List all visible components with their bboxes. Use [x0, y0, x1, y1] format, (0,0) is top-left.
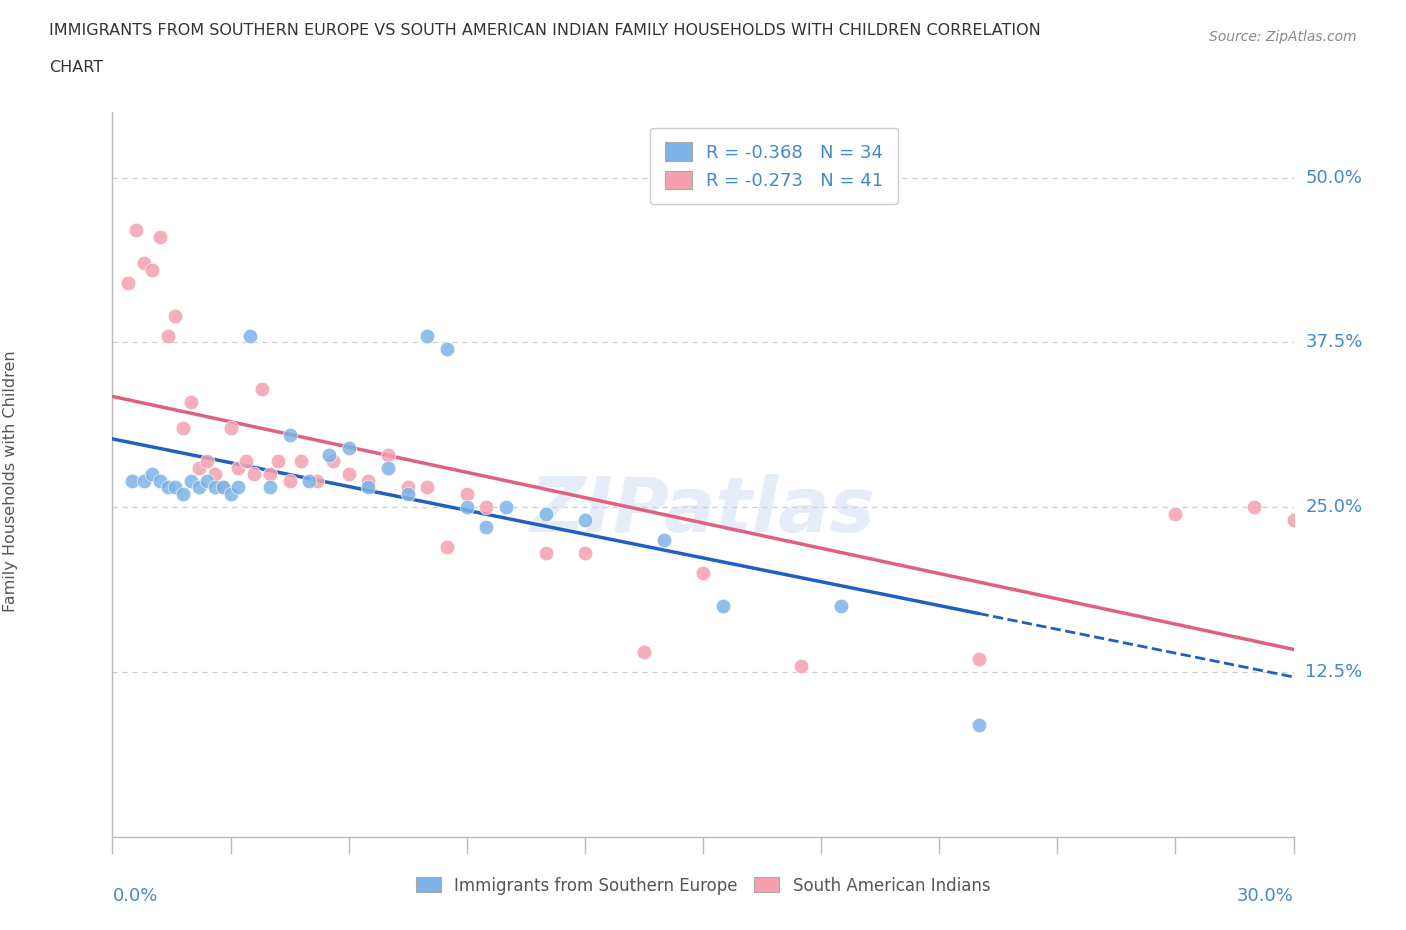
Point	[172, 420, 194, 435]
Point	[574, 546, 596, 561]
Point	[250, 381, 273, 396]
Point	[180, 473, 202, 488]
Point	[1243, 499, 1265, 514]
Text: CHART: CHART	[49, 60, 103, 75]
Point	[495, 499, 517, 514]
Point	[322, 454, 344, 469]
Point	[416, 328, 439, 343]
Point	[188, 480, 211, 495]
Point	[219, 486, 242, 501]
Point	[436, 539, 458, 554]
Point	[121, 473, 143, 488]
Point	[156, 480, 179, 495]
Point	[211, 480, 233, 495]
Point	[172, 486, 194, 501]
Point	[337, 441, 360, 456]
Point	[377, 447, 399, 462]
Point	[967, 652, 990, 667]
Point	[235, 454, 257, 469]
Point	[633, 644, 655, 659]
Point	[711, 599, 734, 614]
Point	[307, 473, 329, 488]
Text: Family Households with Children: Family Households with Children	[3, 350, 18, 612]
Point	[219, 420, 242, 435]
Point	[156, 328, 179, 343]
Point	[475, 520, 498, 535]
Point	[692, 565, 714, 580]
Point	[290, 454, 312, 469]
Text: 50.0%: 50.0%	[1305, 168, 1362, 187]
Point	[652, 533, 675, 548]
Point	[149, 473, 172, 488]
Point	[239, 328, 262, 343]
Point	[195, 473, 218, 488]
Text: 25.0%: 25.0%	[1305, 498, 1362, 516]
Point	[278, 473, 301, 488]
Legend: Immigrants from Southern Europe, South American Indians: Immigrants from Southern Europe, South A…	[409, 870, 997, 901]
Point	[456, 486, 478, 501]
Text: IMMIGRANTS FROM SOUTHERN EUROPE VS SOUTH AMERICAN INDIAN FAMILY HOUSEHOLDS WITH : IMMIGRANTS FROM SOUTHERN EUROPE VS SOUTH…	[49, 23, 1040, 38]
Point	[243, 467, 266, 482]
Point	[165, 309, 187, 324]
Point	[318, 447, 340, 462]
Point	[141, 467, 163, 482]
Point	[337, 467, 360, 482]
Point	[165, 480, 187, 495]
Point	[132, 256, 155, 271]
Point	[416, 480, 439, 495]
Point	[149, 230, 172, 245]
Point	[141, 262, 163, 277]
Point	[259, 480, 281, 495]
Text: 0.0%: 0.0%	[112, 887, 157, 905]
Point	[188, 460, 211, 475]
Point	[267, 454, 290, 469]
Point	[298, 473, 321, 488]
Point	[1164, 507, 1187, 522]
Point	[204, 480, 226, 495]
Point	[475, 499, 498, 514]
Point	[396, 480, 419, 495]
Point	[830, 599, 852, 614]
Point	[967, 717, 990, 732]
Point	[228, 480, 250, 495]
Point	[117, 275, 139, 290]
Text: ZIPatlas: ZIPatlas	[530, 473, 876, 548]
Text: 30.0%: 30.0%	[1237, 887, 1294, 905]
Point	[534, 546, 557, 561]
Point	[790, 658, 813, 673]
Point	[180, 394, 202, 409]
Point	[377, 460, 399, 475]
Point	[259, 467, 281, 482]
Point	[278, 427, 301, 442]
Text: 12.5%: 12.5%	[1305, 663, 1362, 681]
Point	[132, 473, 155, 488]
Point	[396, 486, 419, 501]
Point	[228, 460, 250, 475]
Point	[357, 473, 380, 488]
Text: Source: ZipAtlas.com: Source: ZipAtlas.com	[1209, 30, 1357, 44]
Point	[534, 507, 557, 522]
Point	[125, 223, 148, 238]
Point	[436, 341, 458, 356]
Text: 37.5%: 37.5%	[1305, 334, 1362, 352]
Point	[357, 480, 380, 495]
Point	[195, 454, 218, 469]
Point	[204, 467, 226, 482]
Point	[574, 513, 596, 528]
Point	[1282, 513, 1305, 528]
Point	[211, 480, 233, 495]
Point	[456, 499, 478, 514]
